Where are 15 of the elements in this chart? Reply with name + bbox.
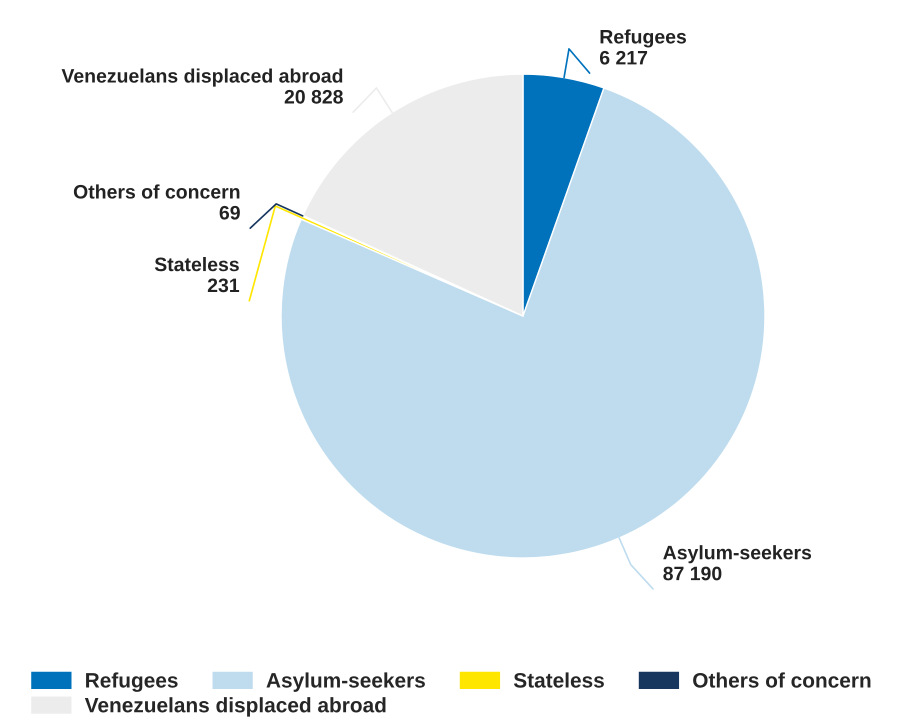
legend-label: Stateless (514, 672, 604, 688)
legend-label: Refugees (86, 672, 178, 692)
legend-label: Others of concern (693, 672, 870, 688)
data-label: 231 (208, 278, 240, 292)
data-label: 20 828 (284, 90, 343, 104)
data-label: 69 (220, 206, 240, 220)
legend-label: Asylum-seekers (266, 672, 425, 692)
legend-label: Venezuelans displaced abroad (84, 697, 386, 717)
slice-label: Venezuelans displaced abroad (62, 68, 342, 87)
slice-label: Stateless (154, 256, 239, 272)
slice-label: Asylum-seekers (663, 545, 812, 564)
slice-label: Others of concern (74, 184, 240, 199)
slice-label: Refugees (600, 29, 686, 48)
data-label: 6 217 (600, 50, 648, 65)
data-label: 87 190 (663, 566, 722, 580)
